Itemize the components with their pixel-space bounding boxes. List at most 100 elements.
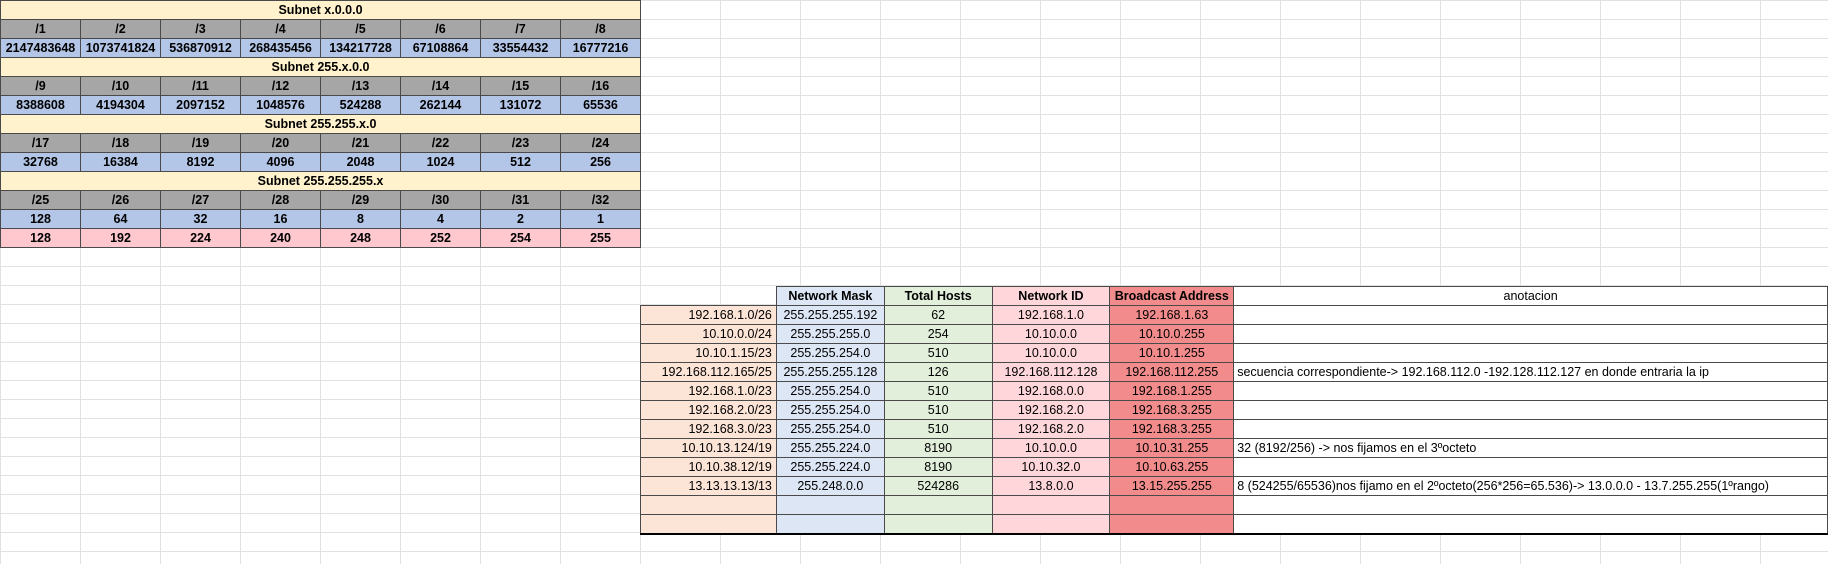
host-count-cell[interactable]: 268435456: [240, 38, 321, 58]
network-id-cell[interactable]: 192.168.1.0: [991, 305, 1111, 325]
ip-address-cell[interactable]: 192.168.1.0/23: [640, 381, 777, 401]
prefix-cell[interactable]: /30: [400, 190, 481, 210]
ip-address-cell[interactable]: 13.13.13.13/13: [640, 476, 777, 496]
ip-address-cell[interactable]: 192.168.1.0/26: [640, 305, 777, 325]
host-count-cell[interactable]: 1024: [400, 152, 481, 172]
prefix-cell[interactable]: /7: [480, 19, 561, 39]
prefix-cell[interactable]: /13: [320, 76, 401, 96]
anotacion-cell[interactable]: [1233, 381, 1828, 401]
host-count-cell[interactable]: 131072: [480, 95, 561, 115]
host-count-cell[interactable]: 1: [560, 209, 641, 229]
host-count-cell[interactable]: 256: [560, 152, 641, 172]
anotacion-cell[interactable]: [1233, 419, 1828, 439]
prefix-cell[interactable]: /10: [80, 76, 161, 96]
broadcast-address-cell[interactable]: [1109, 495, 1235, 515]
host-count-cell[interactable]: 4194304: [80, 95, 161, 115]
octet-value-cell[interactable]: 240: [240, 228, 321, 248]
broadcast-address-cell[interactable]: 10.10.31.255: [1109, 438, 1235, 458]
header-broadcast-address[interactable]: Broadcast Address: [1109, 286, 1235, 306]
prefix-cell[interactable]: /26: [80, 190, 161, 210]
prefix-cell[interactable]: /11: [160, 76, 241, 96]
host-count-cell[interactable]: 512: [480, 152, 561, 172]
total-hosts-cell[interactable]: 510: [883, 419, 993, 439]
total-hosts-cell[interactable]: 510: [883, 343, 993, 363]
network-mask-cell[interactable]: [775, 514, 885, 535]
network-mask-cell[interactable]: 255.255.224.0: [775, 438, 885, 458]
broadcast-address-cell[interactable]: 192.168.1.255: [1109, 381, 1235, 401]
host-count-cell[interactable]: 262144: [400, 95, 481, 115]
host-count-cell[interactable]: 67108864: [400, 38, 481, 58]
ip-address-cell[interactable]: 192.168.112.165/25: [640, 362, 777, 382]
host-count-cell[interactable]: 32: [160, 209, 241, 229]
network-id-cell[interactable]: 10.10.0.0: [991, 324, 1111, 344]
host-count-cell[interactable]: 2097152: [160, 95, 241, 115]
prefix-cell[interactable]: /23: [480, 133, 561, 153]
prefix-cell[interactable]: /1: [0, 19, 81, 39]
network-id-cell[interactable]: 10.10.0.0: [991, 438, 1111, 458]
ip-address-cell[interactable]: 10.10.0.0/24: [640, 324, 777, 344]
ip-address-cell[interactable]: 192.168.3.0/23: [640, 419, 777, 439]
host-count-cell[interactable]: 65536: [560, 95, 641, 115]
network-mask-cell[interactable]: [775, 495, 885, 515]
anotacion-cell[interactable]: [1233, 343, 1828, 363]
octet-value-cell[interactable]: 255: [560, 228, 641, 248]
host-count-cell[interactable]: 1073741824: [80, 38, 161, 58]
network-id-cell[interactable]: 13.8.0.0: [991, 476, 1111, 496]
network-id-cell[interactable]: 192.168.112.128: [991, 362, 1111, 382]
prefix-cell[interactable]: /2: [80, 19, 161, 39]
network-id-cell[interactable]: [991, 495, 1111, 515]
host-count-cell[interactable]: 1048576: [240, 95, 321, 115]
host-count-cell[interactable]: 32768: [0, 152, 81, 172]
prefix-cell[interactable]: /16: [560, 76, 641, 96]
broadcast-address-cell[interactable]: 192.168.1.63: [1109, 305, 1235, 325]
broadcast-address-cell[interactable]: 192.168.112.255: [1109, 362, 1235, 382]
network-id-cell[interactable]: [991, 514, 1111, 535]
host-count-cell[interactable]: 524288: [320, 95, 401, 115]
header-network-id[interactable]: Network ID: [991, 286, 1111, 306]
subnet-caption[interactable]: Subnet 255.x.0.0: [0, 57, 641, 77]
prefix-cell[interactable]: /25: [0, 190, 81, 210]
octet-value-cell[interactable]: 224: [160, 228, 241, 248]
total-hosts-cell[interactable]: 126: [883, 362, 993, 382]
host-count-cell[interactable]: 2147483648: [0, 38, 81, 58]
octet-value-cell[interactable]: 252: [400, 228, 481, 248]
prefix-cell[interactable]: /27: [160, 190, 241, 210]
total-hosts-cell[interactable]: 510: [883, 381, 993, 401]
octet-value-cell[interactable]: 128: [0, 228, 81, 248]
network-mask-cell[interactable]: 255.255.254.0: [775, 381, 885, 401]
host-count-cell[interactable]: 33554432: [480, 38, 561, 58]
network-mask-cell[interactable]: 255.255.255.0: [775, 324, 885, 344]
anotacion-cell[interactable]: [1233, 305, 1828, 325]
anotacion-cell[interactable]: [1233, 514, 1828, 535]
prefix-cell[interactable]: /9: [0, 76, 81, 96]
host-count-cell[interactable]: 8192: [160, 152, 241, 172]
prefix-cell[interactable]: /5: [320, 19, 401, 39]
network-mask-cell[interactable]: 255.255.224.0: [775, 457, 885, 477]
subnet-caption[interactable]: Subnet x.0.0.0: [0, 0, 641, 20]
prefix-cell[interactable]: /14: [400, 76, 481, 96]
anotacion-cell[interactable]: [1233, 400, 1828, 420]
header-network-mask[interactable]: Network Mask: [775, 286, 885, 306]
total-hosts-cell[interactable]: 8190: [883, 438, 993, 458]
prefix-cell[interactable]: /4: [240, 19, 321, 39]
ip-address-cell[interactable]: 192.168.2.0/23: [640, 400, 777, 420]
host-count-cell[interactable]: 16384: [80, 152, 161, 172]
prefix-cell[interactable]: /21: [320, 133, 401, 153]
subnet-caption[interactable]: Subnet 255.255.x.0: [0, 114, 641, 134]
subnet-caption[interactable]: Subnet 255.255.255.x: [0, 171, 641, 191]
anotacion-cell[interactable]: [1233, 324, 1828, 344]
header-total-hosts[interactable]: Total Hosts: [883, 286, 993, 306]
prefix-cell[interactable]: /8: [560, 19, 641, 39]
network-id-cell[interactable]: 10.10.32.0: [991, 457, 1111, 477]
broadcast-address-cell[interactable]: 192.168.3.255: [1109, 400, 1235, 420]
host-count-cell[interactable]: 4096: [240, 152, 321, 172]
prefix-cell[interactable]: /28: [240, 190, 321, 210]
anotacion-cell[interactable]: 32 (8192/256) -> nos fijamos en el 3ºoct…: [1233, 438, 1828, 458]
host-count-cell[interactable]: 16: [240, 209, 321, 229]
octet-value-cell[interactable]: 192: [80, 228, 161, 248]
host-count-cell[interactable]: 8388608: [0, 95, 81, 115]
anotacion-cell[interactable]: secuencia correspondiente-> 192.168.112.…: [1233, 362, 1828, 382]
prefix-cell[interactable]: /29: [320, 190, 401, 210]
ip-address-cell[interactable]: [640, 514, 777, 535]
host-count-cell[interactable]: 64: [80, 209, 161, 229]
